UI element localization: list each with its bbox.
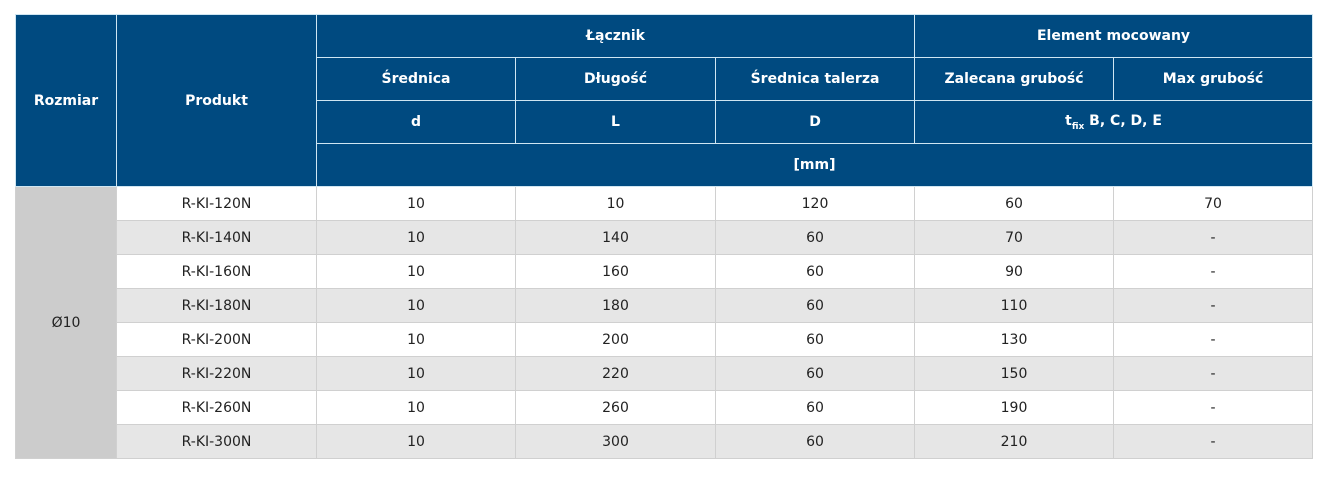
symbol-D: D [714, 100, 916, 144]
zalecana-cell: 190 [914, 390, 1115, 425]
dlugosc-cell: 140 [515, 220, 716, 255]
tfix-t: t [1065, 112, 1072, 129]
zalecana-cell: 210 [914, 424, 1115, 459]
srednica-talerza-cell: 60 [714, 322, 916, 357]
header-zalecana: Zalecana grubość [914, 57, 1115, 101]
header-element: Element mocowany [914, 14, 1314, 58]
header-lacznik: Łącznik [315, 14, 916, 58]
dlugosc-cell: 10 [515, 186, 716, 221]
zalecana-cell: 130 [914, 322, 1115, 357]
srednica-talerza-cell: 60 [714, 288, 916, 323]
product-cell: R-KI-140N [116, 220, 317, 255]
unit-mm: [mm] [315, 143, 1314, 187]
max-cell: - [1113, 390, 1314, 425]
table-row: R-KI-140N 10 140 60 70- [16, 220, 1314, 255]
max-cell: - [1113, 288, 1314, 323]
max-cell: - [1113, 424, 1314, 459]
table-row: R-KI-260N 10 260 60 190- [16, 390, 1314, 425]
srednica-cell: 10 [316, 424, 516, 459]
srednica-cell: 10 [316, 254, 516, 289]
srednica-cell: 10 [316, 390, 516, 425]
srednica-cell: 10 [316, 186, 516, 221]
srednica-cell: 10 [316, 322, 516, 357]
product-cell: R-KI-260N [116, 390, 317, 425]
product-cell: R-KI-180N [116, 288, 317, 323]
dlugosc-cell: 180 [515, 288, 716, 323]
max-cell: - [1113, 356, 1314, 391]
max-cell: - [1113, 322, 1314, 357]
product-cell: R-KI-220N [116, 356, 317, 391]
table-row: R-KI-220N 10 220 60 150- [16, 356, 1314, 391]
max-cell: - [1113, 254, 1314, 289]
symbol-d: d [316, 100, 516, 144]
srednica-cell: 10 [316, 356, 516, 391]
srednica-cell: 10 [316, 288, 516, 323]
max-cell: 70 [1113, 186, 1314, 221]
header-rozmiar: Rozmiar [15, 14, 117, 187]
product-cell: R-KI-160N [116, 254, 317, 289]
table-row: R-KI-300N 10 300 60 210- [16, 424, 1314, 459]
dlugosc-cell: 260 [515, 390, 716, 425]
header-dlugosc: Długość [515, 57, 716, 101]
dlugosc-cell: 220 [515, 356, 716, 391]
srednica-talerza-cell: 60 [714, 254, 916, 289]
product-cell: R-KI-200N [116, 322, 317, 357]
zalecana-cell: 150 [914, 356, 1115, 391]
table-row: R-KI-180N 10 180 60 110- [16, 288, 1314, 323]
symbol-tfix: tfix B, C, D, E [914, 100, 1314, 144]
srednica-talerza-cell: 60 [714, 356, 916, 391]
tfix-sub: fix [1071, 121, 1085, 132]
product-spec-table: Rozmiar Produkt Łącznik Element mocowany… [15, 14, 1314, 459]
header-max: Max grubość [1113, 57, 1314, 101]
srednica-talerza-cell: 60 [714, 390, 916, 425]
table-row: R-KI-160N 10 160 60 90- [16, 254, 1314, 289]
max-cell: - [1113, 220, 1314, 255]
srednica-talerza-cell: 120 [714, 186, 916, 221]
table-row: R-KI-200N 10 200 60 130- [16, 322, 1314, 357]
dlugosc-cell: 160 [515, 254, 716, 289]
symbol-L: L [515, 100, 716, 144]
srednica-talerza-cell: 60 [714, 220, 916, 255]
header-produkt: Produkt [116, 14, 317, 187]
tfix-rest: B, C, D, E [1084, 112, 1162, 129]
dlugosc-cell: 200 [515, 322, 716, 357]
product-cell: R-KI-300N [116, 424, 317, 459]
table-row: Ø10 R-KI-120N 10 10 120 60 70 [15, 186, 1314, 459]
product-cell: R-KI-120N [116, 186, 317, 221]
zalecana-cell: 90 [914, 254, 1115, 289]
zalecana-cell: 70 [914, 220, 1115, 255]
srednica-talerza-cell: 60 [714, 424, 916, 459]
size-cell: Ø10 [15, 186, 117, 459]
srednica-cell: 10 [316, 220, 516, 255]
zalecana-cell: 110 [914, 288, 1115, 323]
header-srednica-talerza: Średnica talerza [714, 57, 916, 101]
dlugosc-cell: 300 [515, 424, 716, 459]
zalecana-cell: 60 [914, 186, 1115, 221]
header-srednica: Średnica [316, 57, 516, 101]
